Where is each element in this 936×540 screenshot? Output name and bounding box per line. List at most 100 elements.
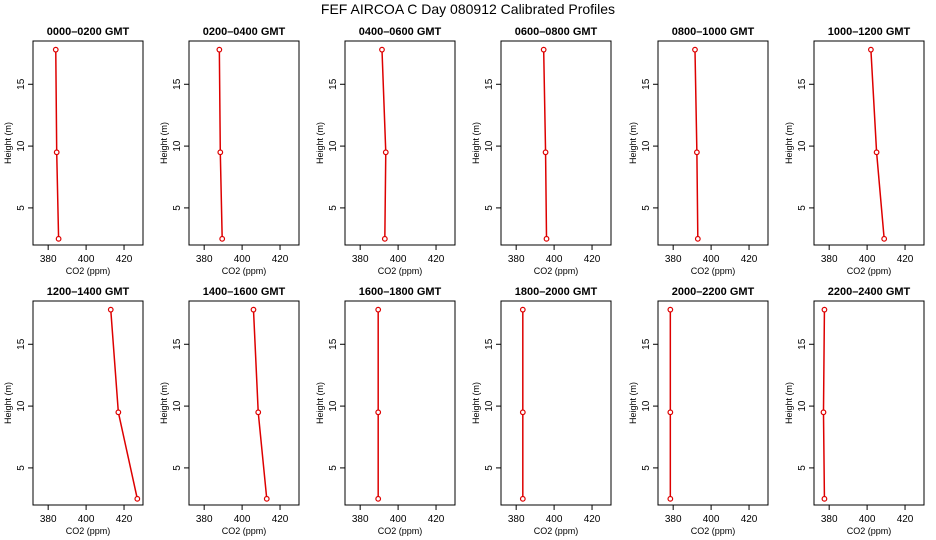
co2-data-point	[375, 306, 382, 313]
panel-title: 1400–1600 GMT	[203, 286, 286, 298]
panel-title: 0200–0400 GMT	[203, 26, 286, 38]
co2-data-point	[53, 149, 60, 156]
y-tick-label: 10	[484, 400, 495, 412]
co2-data-point	[379, 46, 385, 53]
co2-data-point	[375, 495, 382, 502]
x-tick-label: 400	[859, 514, 876, 525]
profile-panel: 0400–0600 GMT 380 400 420 5 10 15 CO2 (ppm) Heig…	[315, 26, 456, 276]
y-tick-label: 10	[328, 400, 339, 412]
x-tick-label: 400	[390, 254, 407, 265]
plot-frame	[32, 40, 144, 246]
panel-title: 1000–1200 GMT	[828, 26, 911, 38]
co2-profile-line	[252, 309, 268, 499]
co2-data-point	[692, 46, 698, 53]
co2-data-point	[375, 409, 382, 416]
x-tick-label: 380	[352, 254, 369, 265]
co2-data-point	[667, 306, 674, 313]
y-axis-label: Height (m)	[628, 122, 638, 164]
plot-frame	[813, 40, 925, 246]
y-tick-label: 5	[16, 465, 27, 471]
y-tick-label: 10	[328, 140, 339, 152]
profile-panel: 0600–0800 GMT 380 400 420 5 10 15 CO2 (ppm) Heig…	[471, 26, 612, 276]
profile-panel: 2200–2400 GMT 380 400 420 5 10 15 CO2 (ppm) Heig…	[784, 286, 925, 536]
x-tick-label: 400	[703, 514, 720, 525]
profile-panel: 1200–1400 GMT 380 400 420 5 10 15 CO2 (ppm) Heig…	[3, 286, 144, 536]
x-axis-label: CO2 (ppm)	[66, 266, 111, 276]
x-tick-label: 420	[584, 254, 601, 265]
panel-title: 0000–0200 GMT	[47, 26, 130, 38]
y-tick-label: 10	[641, 400, 652, 412]
panel-title: 2200–2400 GMT	[828, 286, 911, 298]
y-axis-label: Height (m)	[315, 122, 325, 164]
y-tick-label: 15	[16, 338, 27, 350]
plot-frame	[500, 40, 612, 246]
panel-title: 2000–2200 GMT	[672, 286, 755, 298]
plot-frame	[188, 40, 300, 246]
co2-profile-line	[110, 309, 139, 499]
x-tick-label: 380	[665, 254, 682, 265]
y-axis-label: Height (m)	[315, 382, 325, 424]
x-tick-label: 400	[78, 254, 95, 265]
x-tick-label: 400	[703, 254, 720, 265]
y-tick-label: 15	[484, 338, 495, 350]
y-tick-label: 15	[172, 338, 183, 350]
co2-data-point	[216, 46, 223, 53]
x-tick-label: 380	[821, 254, 838, 265]
y-tick-label: 5	[484, 465, 495, 471]
co2-data-point	[881, 235, 888, 242]
y-tick-label: 10	[797, 400, 808, 412]
plot-frame	[657, 300, 769, 506]
y-tick-label: 15	[328, 338, 339, 350]
co2-data-point	[540, 46, 547, 53]
co2-data-point	[867, 46, 874, 53]
co2-profile-line	[218, 49, 223, 239]
y-tick-label: 15	[797, 338, 808, 350]
y-axis-label: Height (m)	[784, 382, 794, 424]
x-tick-label: 380	[821, 514, 838, 525]
y-axis-label: Height (m)	[3, 382, 13, 424]
y-axis-label: Height (m)	[784, 122, 794, 164]
y-tick-label: 15	[328, 78, 339, 90]
co2-data-point	[821, 495, 828, 502]
x-tick-label: 380	[40, 254, 57, 265]
y-tick-label: 5	[16, 205, 27, 211]
y-tick-label: 15	[484, 78, 495, 90]
x-axis-label: CO2 (ppm)	[534, 266, 579, 276]
y-tick-label: 15	[641, 78, 652, 90]
x-tick-label: 380	[40, 514, 57, 525]
y-tick-label: 15	[16, 78, 27, 90]
x-axis-label: CO2 (ppm)	[378, 266, 423, 276]
profile-panel: 1400–1600 GMT 380 400 420 5 10 15 CO2 (ppm) Heig…	[159, 286, 300, 536]
panel-title: 0800–1000 GMT	[672, 26, 755, 38]
co2-data-point	[382, 149, 389, 156]
co2-data-point	[519, 306, 526, 313]
panel-title: 1200–1400 GMT	[47, 286, 130, 298]
co2-data-point	[667, 409, 674, 416]
y-axis-label: Height (m)	[159, 122, 169, 164]
x-tick-label: 380	[352, 514, 369, 525]
x-axis-label: CO2 (ppm)	[66, 526, 111, 536]
co2-data-point	[250, 306, 257, 313]
panel-title: 0600–0800 GMT	[515, 26, 598, 38]
x-axis-label: CO2 (ppm)	[847, 266, 892, 276]
x-tick-label: 380	[196, 254, 213, 265]
y-tick-label: 5	[797, 465, 808, 471]
x-tick-label: 400	[859, 254, 876, 265]
co2-data-point	[543, 235, 550, 242]
x-tick-label: 380	[196, 514, 213, 525]
co2-data-point	[115, 409, 122, 416]
co2-data-point	[52, 46, 59, 53]
x-tick-label: 420	[741, 514, 758, 525]
x-tick-label: 400	[234, 254, 251, 265]
x-tick-label: 420	[116, 254, 133, 265]
x-tick-label: 420	[116, 514, 133, 525]
co2-data-point	[255, 409, 262, 416]
plot-frame	[344, 40, 456, 246]
y-tick-label: 15	[641, 338, 652, 350]
y-tick-label: 10	[172, 400, 183, 412]
y-tick-label: 15	[172, 78, 183, 90]
co2-data-point	[542, 149, 549, 156]
y-tick-label: 5	[328, 465, 339, 471]
profile-panel: 1800–2000 GMT 380 400 420 5 10 15 CO2 (ppm) Heig…	[471, 286, 612, 536]
